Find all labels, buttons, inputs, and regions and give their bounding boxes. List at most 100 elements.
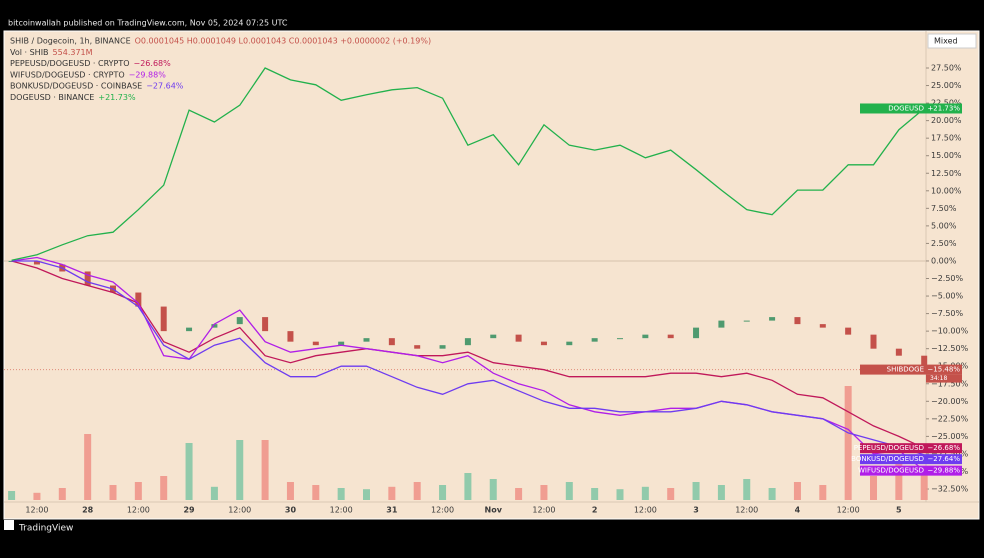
candle-body [566,341,573,346]
y-tick-label: 20.00% [931,116,962,125]
volume-bar [33,492,41,500]
volume-bar [515,488,523,500]
volume-bar [895,464,903,500]
header: bitcoinwallah published on TradingView.c… [8,19,288,28]
legend-label: PEPEUSD/DOGEUSD · CRYPTO [10,59,130,68]
x-tick-label: 12:00 [127,506,150,515]
volume-bar [312,485,320,500]
y-tick-label: 5.00% [931,221,957,230]
candle-body [414,345,421,349]
x-tick-label: 28 [82,506,94,515]
candle-body [895,348,902,356]
legend-value: −26.68% [134,59,172,68]
x-tick-label: 5 [896,506,902,515]
candle-body [921,355,928,370]
legend-label: SHIB / Dogecoin, 1h, BINANCE [10,37,131,46]
candle-body [186,327,193,332]
y-tick-label: −5.00% [931,292,964,301]
last-value-tag [860,465,962,476]
candle-body [617,338,623,340]
y-tick-label: 0.00% [931,256,957,265]
volume-bar [388,486,396,500]
legend-label: DOGEUSD · BINANCE [10,93,94,102]
volume-bar [768,488,776,500]
x-tick-label: 12:00 [330,506,353,515]
candle-body [262,317,269,332]
candle-body [591,338,598,342]
candle-body [464,338,471,346]
volume-bar [58,488,66,500]
volume-bar [920,466,928,500]
x-tick-label: 12:00 [735,506,758,515]
candle-body [667,334,674,339]
candle-body [642,334,649,339]
volume-bar [286,482,294,500]
scale-mode-button[interactable] [927,33,977,49]
y-tick-label: −27.50% [931,449,969,458]
volume-bar [743,479,751,500]
candle-body [490,334,497,339]
legend-value: 554.371M [53,48,93,57]
x-tick-label: 12:00 [228,506,251,515]
y-tick-label: 22.50% [931,99,962,108]
last-value-tag [860,443,962,454]
series-line [11,260,925,456]
volume-bar [489,479,497,500]
last-value-name: SHIBDOGE [887,366,924,374]
candle-body [439,345,446,349]
last-value-tag [860,103,962,114]
chart-frame [3,30,980,520]
tradingview-logo [4,520,14,530]
volume-bar [565,482,573,500]
candle-body [287,331,294,342]
candle-body [693,327,700,339]
legend-value: −27.64% [146,82,184,91]
volume-bar [819,485,827,500]
volume-bar [641,486,649,500]
y-tick-label: 25.00% [931,81,962,90]
volume-bar [236,440,244,500]
x-tick-label: 3 [693,506,699,515]
x-tick-label: 12:00 [25,506,48,515]
x-tick-label: Nov [485,506,503,515]
candle-body [211,324,218,328]
countdown: 34:18 [930,375,947,382]
candle-body [870,334,877,349]
y-tick-label: −32.50% [931,485,969,494]
x-tick-label: 31 [386,506,398,515]
volume-bar [793,482,801,500]
candle-body [363,338,370,342]
y-tick-label: 27.50% [931,63,962,72]
legend-label: Vol · SHIB [10,48,49,57]
candle-body [794,317,801,325]
y-tick-label: −2.50% [931,274,964,283]
last-value-tag [860,364,962,375]
volume-bar [540,485,548,500]
y-tick-label: −20.00% [931,397,969,406]
footer-brand: TradingView [18,524,73,534]
x-tick-label: 12:00 [431,506,454,515]
candle-body [388,338,395,346]
candle-body [33,260,40,265]
candle-body [160,306,167,332]
last-value-name: WIFUSD/DOGEUSD [858,467,924,475]
candle-body [769,317,776,321]
candle-body [312,341,319,346]
y-tick-label: 10.00% [931,186,962,195]
x-tick-label: 12:00 [837,506,860,515]
x-tick-label: 12:00 [532,506,555,515]
y-tick-label: 15.00% [931,151,962,160]
volume-bar [413,482,421,500]
candle-body [84,271,91,286]
scale-mode-label[interactable]: Mixed [934,37,958,46]
candle-body [236,317,243,325]
volume-bar [591,488,599,500]
volume-bar [84,434,92,500]
volume-bar [210,486,218,500]
y-tick-label: 17.50% [931,134,962,143]
y-tick-label: −22.50% [931,414,969,423]
legend-value: O0.0001045 H0.0001049 L0.0001043 C0.0001… [135,37,431,46]
last-value-label: +21.73% [927,104,960,112]
